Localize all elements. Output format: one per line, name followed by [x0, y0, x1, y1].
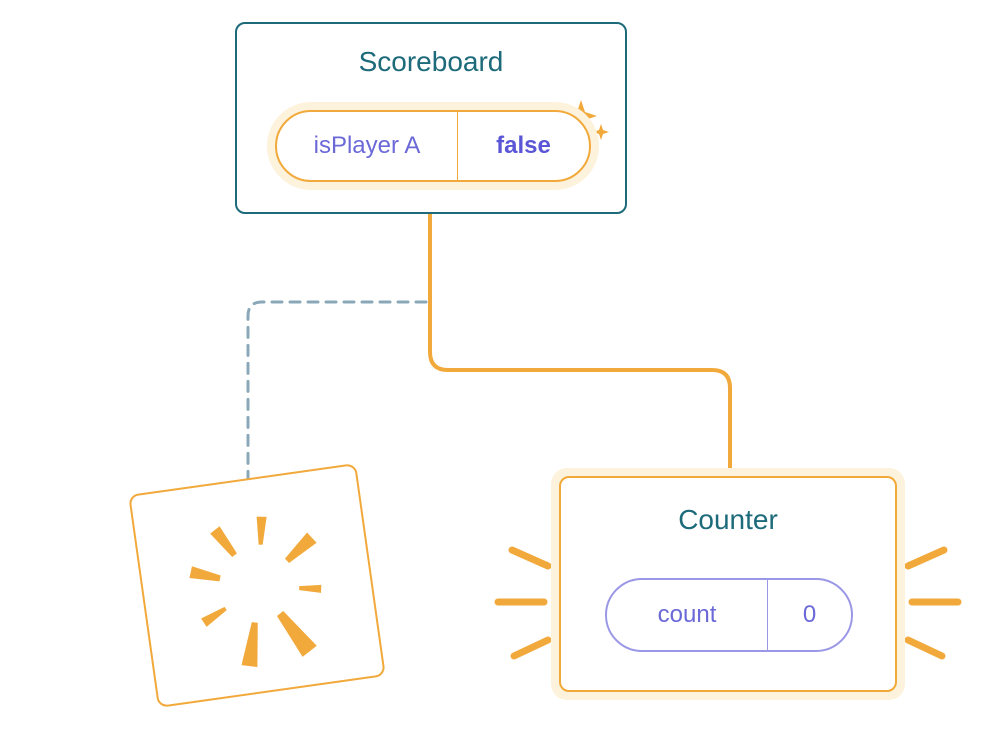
burst-line — [908, 550, 944, 566]
dashed-connector — [248, 302, 426, 480]
counter-prop-value: 0 — [768, 580, 851, 650]
burst-line — [514, 640, 548, 656]
scoreboard-prop-name: isPlayer A — [277, 112, 458, 180]
burst-line — [908, 640, 942, 656]
scoreboard-pill: isPlayer A false — [275, 110, 591, 182]
counter-card: Counter count 0 — [559, 476, 897, 692]
scoreboard-title: Scoreboard — [237, 46, 625, 78]
diagram-canvas: Scoreboard isPlayer A false — [0, 0, 1008, 750]
counter-prop-name: count — [607, 580, 768, 650]
burst-line — [512, 550, 548, 566]
counter-title: Counter — [561, 504, 895, 536]
poof-burst-icon — [130, 465, 383, 705]
scoreboard-card: Scoreboard isPlayer A false — [235, 22, 627, 214]
solid-connector — [430, 214, 730, 476]
mystery-box — [128, 463, 386, 708]
scoreboard-prop-value: false — [458, 112, 589, 180]
counter-pill: count 0 — [605, 578, 853, 652]
